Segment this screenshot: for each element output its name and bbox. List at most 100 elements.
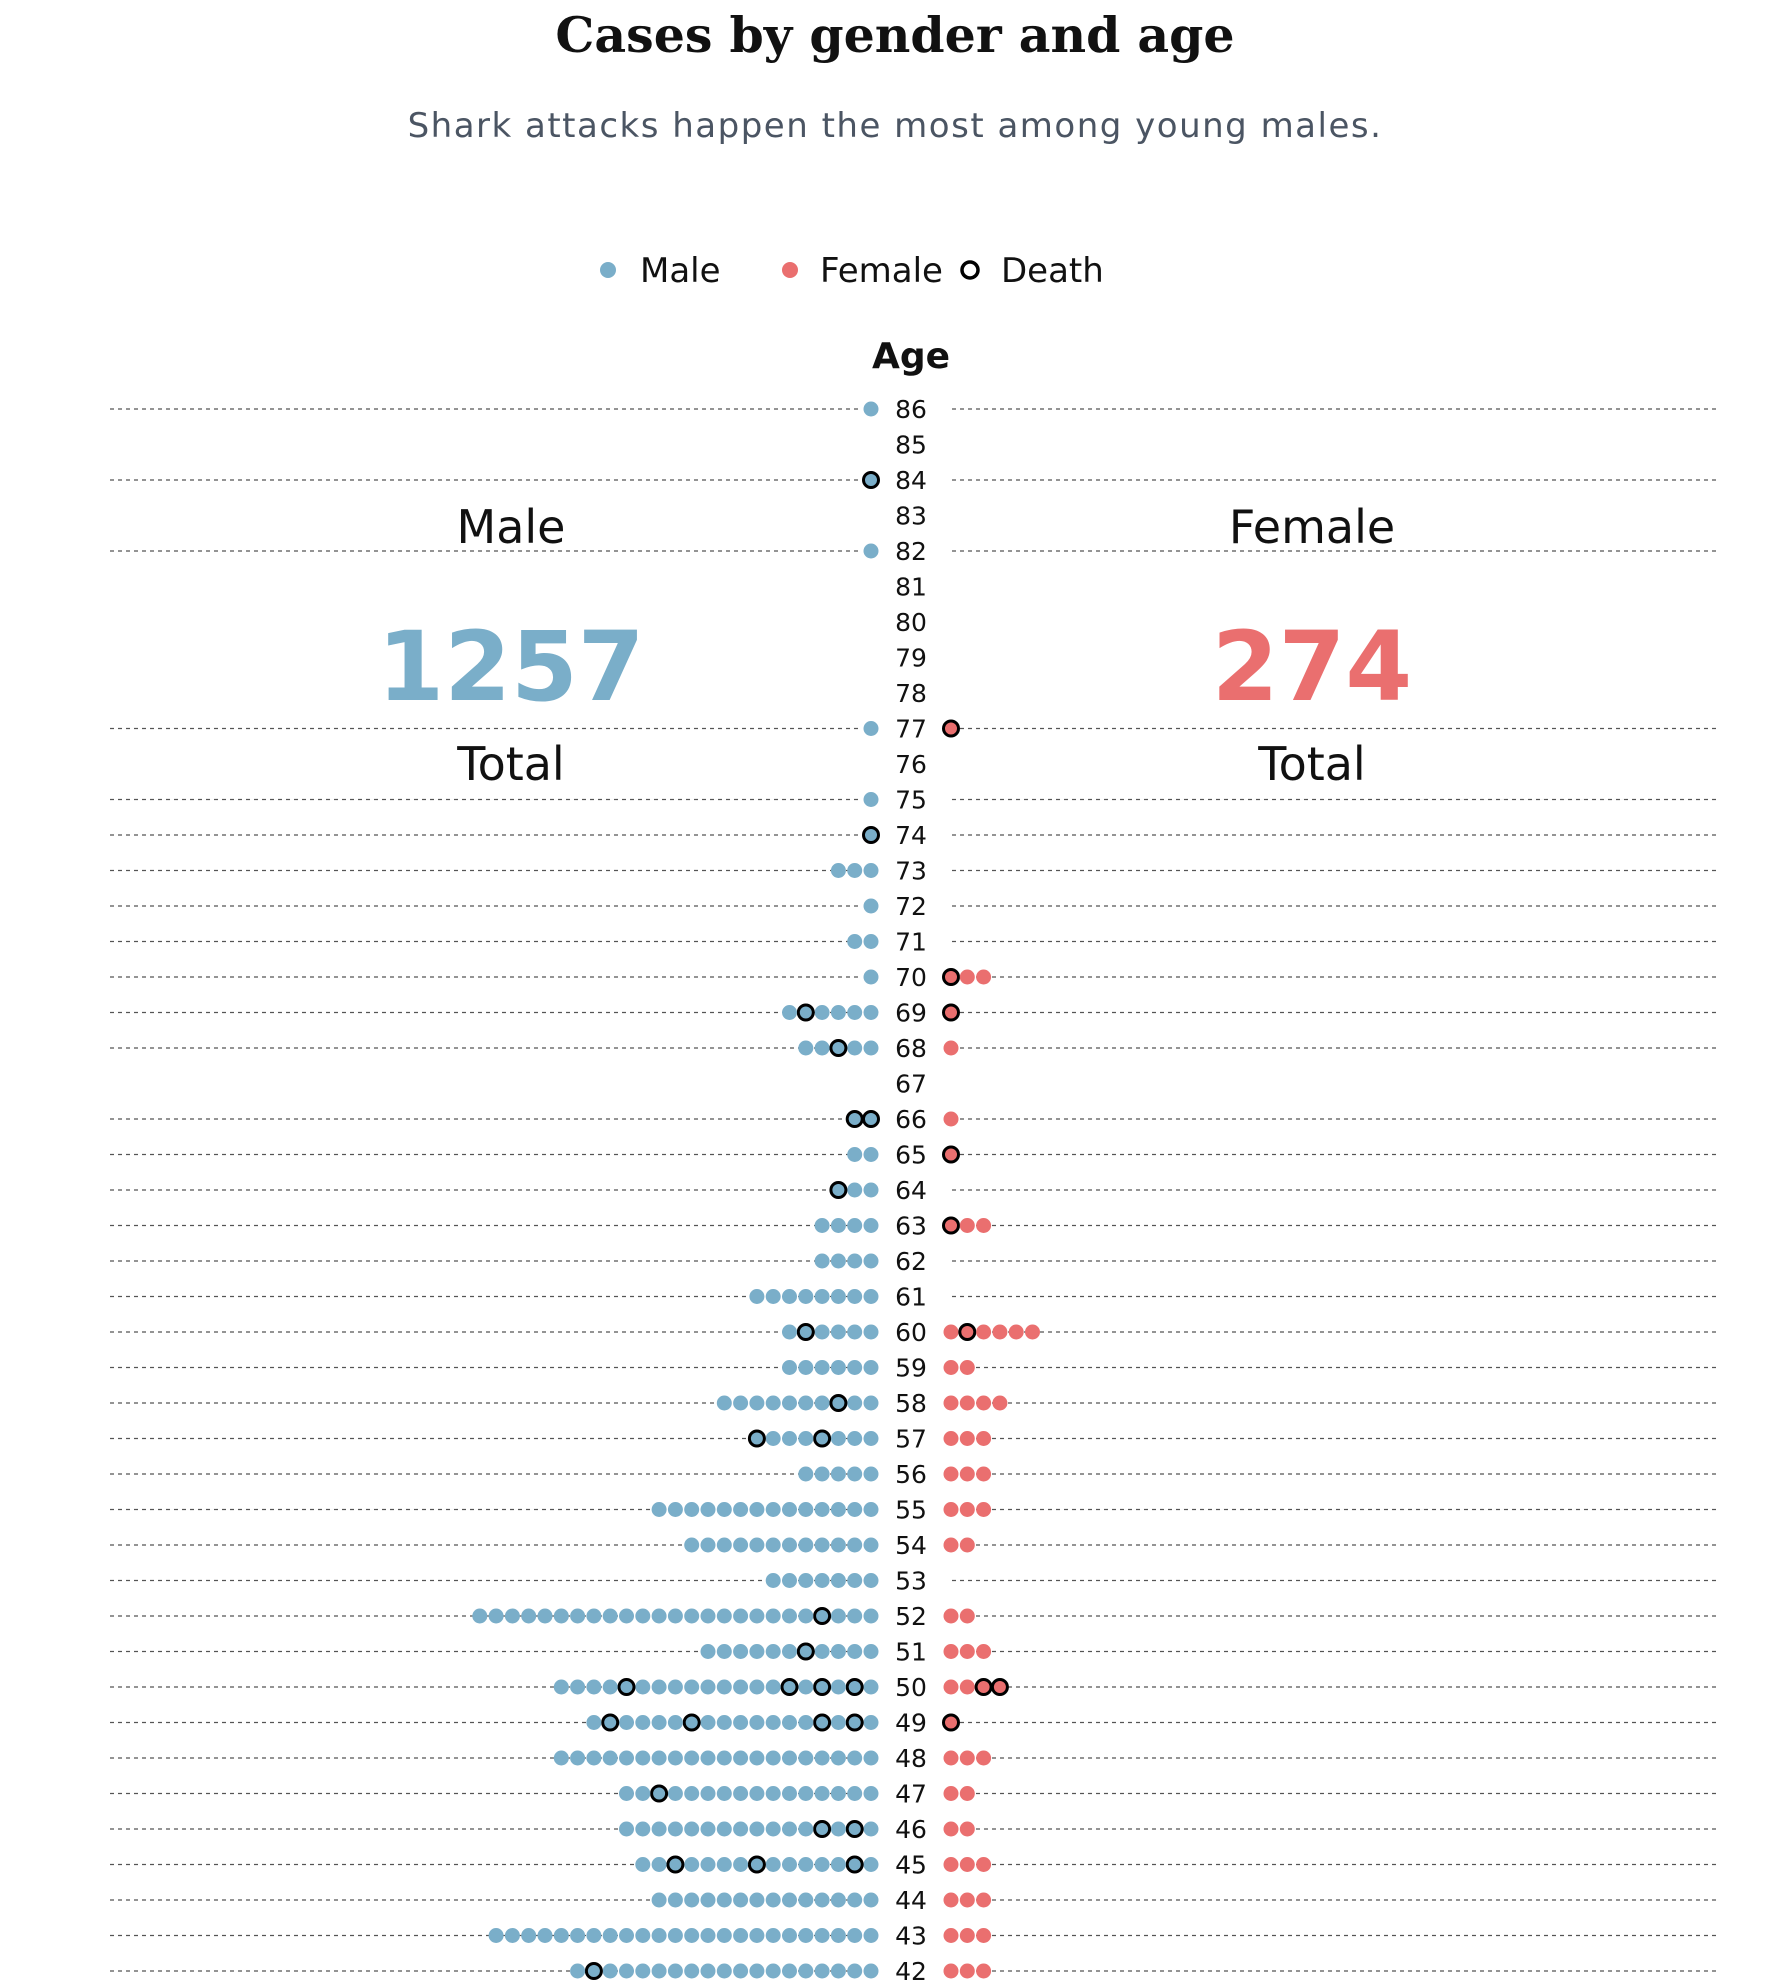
female-dot: [943, 1431, 959, 1446]
male-dot: [700, 1679, 716, 1695]
male-dot: [635, 1928, 651, 1943]
age-label: 72: [895, 892, 927, 921]
male-dot: [667, 1963, 683, 1979]
age-label: 52: [895, 1602, 927, 1631]
male-total-heading: Male: [457, 500, 566, 554]
male-dot: [798, 1360, 814, 1375]
male-dot: [863, 1502, 879, 1517]
male-dot: [553, 1679, 569, 1695]
male-dot: [798, 1786, 814, 1801]
male-dot: [847, 1324, 863, 1340]
female-dot: [976, 1466, 992, 1482]
legend-male-swatch: [600, 262, 616, 278]
male-dot: [749, 1644, 765, 1659]
male-dot: [814, 1857, 830, 1872]
male-dot: [602, 1963, 618, 1979]
male-dot: [684, 1537, 700, 1553]
male-dot: [782, 1963, 797, 1979]
female-dot: [959, 1928, 975, 1943]
male-dot: [684, 1750, 700, 1766]
male-dot: [830, 1466, 846, 1482]
male-dot: [782, 1928, 797, 1943]
male-death-dot: [796, 1323, 815, 1341]
male-dot: [716, 1715, 732, 1730]
male-dot: [847, 1040, 863, 1056]
male-dot: [830, 863, 846, 878]
male-dot: [782, 1360, 797, 1375]
male-dot: [782, 1821, 797, 1837]
male-death-dot: [813, 1429, 832, 1448]
male-dot: [863, 1786, 879, 1801]
male-dot: [847, 1289, 863, 1304]
age-label: 61: [895, 1283, 927, 1312]
female-dot: [943, 1395, 959, 1411]
male-dot: [782, 1608, 797, 1624]
male-dot: [847, 1360, 863, 1375]
male-dot: [733, 1644, 749, 1659]
male-dot: [716, 1679, 732, 1695]
male-dot: [765, 1644, 781, 1659]
male-death-dot: [813, 1713, 832, 1732]
female-dot: [943, 1750, 959, 1766]
male-dot: [847, 1253, 863, 1269]
male-dot: [814, 1466, 830, 1482]
male-dot: [733, 1857, 749, 1872]
male-dot: [830, 1502, 846, 1517]
age-label: 81: [895, 573, 927, 602]
male-death-dot: [796, 1642, 815, 1661]
male-dot: [700, 1502, 716, 1517]
age-label: 65: [895, 1141, 927, 1170]
male-dot: [504, 1928, 520, 1943]
male-dot: [733, 1821, 749, 1837]
male-dot: [814, 1644, 830, 1659]
male-dot: [521, 1928, 537, 1943]
male-dot: [651, 1892, 667, 1908]
male-dot: [830, 1573, 846, 1588]
male-dot: [830, 1537, 846, 1553]
male-dot: [749, 1892, 765, 1908]
male-dot: [602, 1928, 618, 1943]
female-death-dot: [990, 1678, 1009, 1696]
male-dot: [863, 1147, 879, 1162]
male-dot: [863, 1892, 879, 1908]
male-dot: [651, 1928, 667, 1943]
male-death-dot: [747, 1855, 766, 1874]
age-label: 53: [895, 1567, 927, 1596]
male-dot: [863, 1857, 879, 1872]
male-dot: [619, 1928, 634, 1943]
age-label: 47: [895, 1780, 927, 1809]
male-dot: [847, 1892, 863, 1908]
male-dot: [863, 1963, 879, 1979]
male-dot: [635, 1715, 651, 1730]
male-dot: [782, 1892, 797, 1908]
male-dot: [733, 1395, 749, 1411]
male-dot: [830, 1289, 846, 1304]
male-death-dot: [813, 1820, 832, 1838]
male-dot: [863, 1395, 879, 1411]
male-dot: [814, 1750, 830, 1766]
male-dot: [765, 1608, 781, 1624]
female-dot: [976, 1324, 992, 1340]
female-dot: [976, 1431, 992, 1446]
male-dot: [863, 543, 879, 559]
female-death-dot: [942, 1713, 960, 1732]
male-dot: [765, 1786, 781, 1801]
male-dot: [847, 1218, 863, 1233]
female-dot: [976, 1892, 992, 1908]
male-dot: [700, 1750, 716, 1766]
female-dot: [976, 1395, 992, 1411]
male-dot: [716, 1537, 732, 1553]
male-dot: [847, 1147, 863, 1162]
male-dot: [830, 1750, 846, 1766]
male-dot: [635, 1608, 651, 1624]
female-dot: [959, 1892, 975, 1908]
male-dot: [716, 1750, 732, 1766]
male-dot: [619, 1821, 634, 1837]
male-dot: [716, 1857, 732, 1872]
male-total-value: 1257: [377, 611, 644, 723]
male-dot: [553, 1928, 569, 1943]
male-dot: [765, 1289, 781, 1304]
male-dot: [814, 1040, 830, 1056]
female-dot: [943, 1857, 959, 1872]
male-dot: [602, 1679, 618, 1695]
